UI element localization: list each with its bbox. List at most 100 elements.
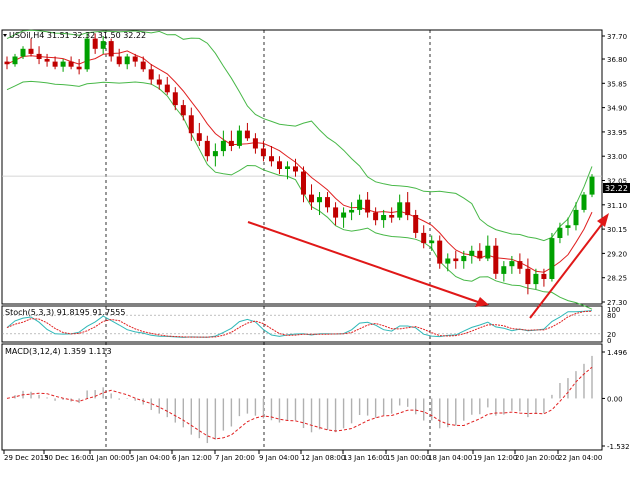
price-axis-label: 27.30 — [607, 299, 627, 307]
candle-body — [12, 56, 18, 65]
candle-body — [44, 59, 50, 62]
candle-body — [277, 161, 282, 169]
time-axis-label: 1 Jan 00:00 — [90, 454, 130, 462]
candle-body — [325, 197, 330, 208]
stoch-header: Stoch(5,3,3) 91.8195 91.7555 — [5, 308, 125, 317]
bollinger-lower-line — [6, 80, 593, 310]
time-axis-label: 15 Jan 00:00 — [386, 454, 430, 462]
candle-body — [100, 41, 106, 49]
time-axis-label: 7 Jan 20:00 — [215, 454, 255, 462]
macd-axis-label: 0.00 — [607, 395, 623, 403]
candle-body — [236, 130, 242, 146]
collapse-triangle-icon[interactable] — [3, 34, 7, 37]
macd-signal-line — [6, 366, 593, 440]
candle-body — [156, 79, 162, 85]
candle-body — [389, 215, 395, 218]
candle-body — [28, 48, 34, 54]
macd-header: MACD(3,12,4) 1.359 1.113 — [5, 347, 112, 356]
candle-body — [20, 48, 26, 57]
macd-panel[interactable] — [1, 343, 603, 451]
candle-body — [549, 238, 555, 279]
candle-body — [116, 56, 122, 65]
candle-body — [381, 215, 387, 221]
price-axis-label: 29.20 — [607, 250, 627, 258]
candle-body — [252, 138, 258, 149]
candle-body — [204, 140, 210, 157]
time-axis-label: 5 Jan 04:00 — [130, 454, 170, 462]
candle-body — [397, 202, 403, 218]
candle-body — [76, 66, 82, 70]
up-trend-arrow — [529, 213, 609, 319]
candle-body — [108, 41, 114, 57]
candle-body — [196, 133, 202, 141]
macd-axis-label: -1.532 — [607, 443, 630, 451]
candle-body — [453, 258, 459, 262]
candle-body — [365, 199, 371, 213]
time-axis-label: 20 Jan 20:00 — [515, 454, 559, 462]
candle-body — [212, 151, 218, 157]
price-axis-label: 33.00 — [607, 153, 627, 161]
candle-body — [493, 245, 499, 274]
stochastic-panel[interactable] — [1, 305, 603, 343]
time-axis-label: 9 Jan 04:00 — [259, 454, 299, 462]
candle-body — [501, 266, 507, 274]
stoch-main-line — [6, 310, 593, 338]
candle-body — [164, 84, 170, 93]
candle-body — [244, 130, 250, 139]
price-axis-label: 30.15 — [607, 226, 627, 234]
price-axis-label: 33.95 — [607, 129, 627, 137]
candle-body — [525, 268, 531, 285]
candle-body — [293, 166, 298, 172]
candle-body — [349, 209, 355, 213]
candle-body — [437, 240, 443, 264]
candle-body — [421, 232, 427, 244]
candle-body — [309, 194, 314, 203]
candle-body — [4, 61, 10, 65]
price-axis-label: 28.25 — [607, 275, 627, 283]
candle-body — [469, 250, 475, 256]
current-price-label: 32.22 — [605, 184, 628, 193]
candle-body — [220, 140, 226, 152]
stoch-signal-line — [6, 310, 593, 338]
candle-body — [541, 273, 547, 279]
candle-body — [269, 156, 274, 162]
candle-body — [36, 53, 42, 59]
candle-body — [132, 56, 138, 62]
stoch-axis-label: 80 — [607, 312, 616, 320]
candle-body — [52, 61, 58, 67]
candle-body — [333, 207, 339, 218]
candle-body — [589, 176, 595, 195]
stoch-axis-label: 0 — [607, 337, 611, 345]
price-axis-label: 36.80 — [607, 56, 627, 64]
time-axis-label: 29 Dec 2015 — [4, 454, 49, 462]
price-axis-label: 34.90 — [607, 105, 627, 113]
price-axis-label: 37.70 — [607, 33, 627, 41]
candle-body — [429, 240, 435, 244]
time-axis-label: 12 Jan 08:00 — [301, 454, 345, 462]
time-axis-label: 30 Dec 16:00 — [44, 454, 91, 462]
time-axis-label: 19 Jan 12:00 — [473, 454, 517, 462]
candle-body — [60, 61, 66, 67]
candle-body — [485, 245, 491, 259]
candle-body — [565, 225, 571, 228]
candle-body — [477, 250, 483, 259]
price-axis-label: 32.05 — [607, 178, 627, 186]
candle-body — [148, 69, 154, 80]
price-panel[interactable] — [1, 29, 603, 305]
candle-body — [413, 215, 419, 233]
candle-body — [260, 148, 266, 157]
macd-axis-label: 1.496 — [607, 349, 628, 357]
candle-body — [581, 194, 587, 210]
bollinger-upper-line — [6, 29, 593, 242]
candle-body — [68, 61, 74, 67]
candle-body — [180, 105, 186, 116]
candle-body — [573, 209, 579, 226]
candle-body — [285, 166, 290, 169]
candle-body — [140, 61, 146, 70]
candle-body — [373, 212, 379, 221]
time-axis-label: 18 Jan 04:00 — [428, 454, 472, 462]
candle-body — [92, 38, 98, 49]
candle-body — [228, 140, 234, 146]
candle-body — [188, 115, 194, 134]
